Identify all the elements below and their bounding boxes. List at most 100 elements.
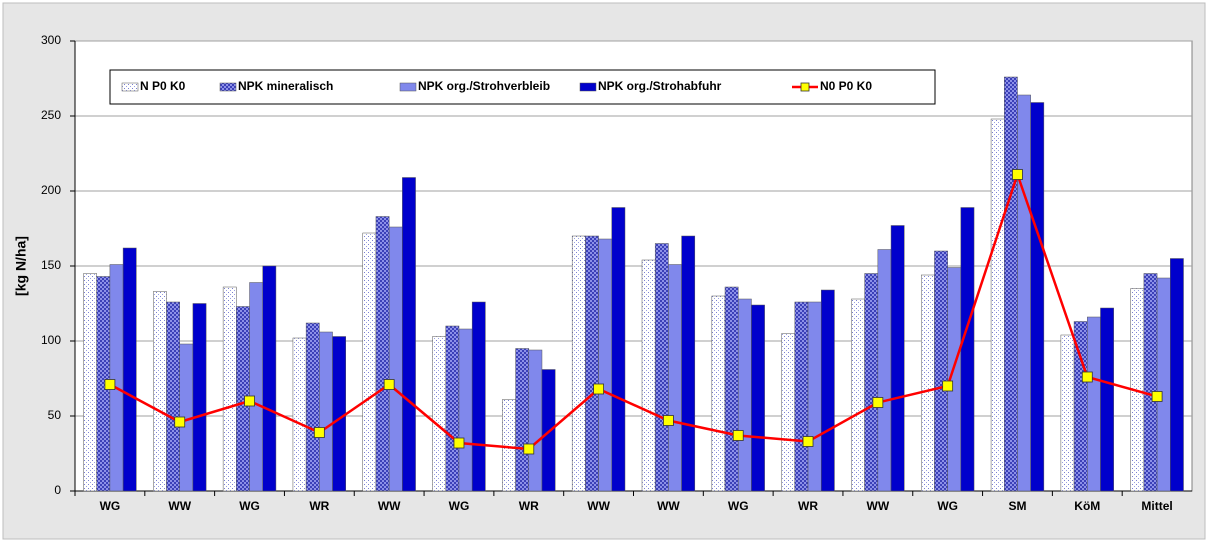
bar <box>820 289 835 492</box>
legend-label: N0 P0 K0 <box>820 79 872 93</box>
x-tick-label: WG <box>728 499 749 513</box>
x-tick-label: WR <box>309 499 329 513</box>
marker <box>313 427 325 438</box>
bar <box>222 286 237 492</box>
bar <box>83 273 97 492</box>
y-tick-label: 200 <box>41 183 61 197</box>
marker <box>872 397 884 408</box>
bar <box>528 349 543 492</box>
bar <box>362 232 377 492</box>
marker <box>453 437 465 449</box>
bar <box>807 301 822 492</box>
x-tick-label: WG <box>239 499 260 513</box>
y-tick-label: 250 <box>41 108 61 122</box>
bar <box>458 328 473 492</box>
bar <box>598 238 613 492</box>
bar <box>737 298 752 492</box>
legend-label: N P0 K0 <box>140 79 186 93</box>
bar <box>611 207 626 492</box>
legend-swatch <box>219 82 237 92</box>
bar <box>305 322 320 492</box>
line <box>109 170 1158 451</box>
bar <box>1143 273 1158 492</box>
bar <box>711 295 726 492</box>
bar <box>1030 102 1045 492</box>
marker <box>1151 391 1163 402</box>
x-tick-label: WR <box>519 499 539 513</box>
bar <box>292 337 307 492</box>
legend-marker <box>800 82 810 92</box>
bar <box>166 301 180 492</box>
bar <box>1004 76 1018 492</box>
legend-swatch <box>579 82 597 92</box>
bar <box>921 274 935 492</box>
bar <box>585 235 599 492</box>
bar <box>1060 334 1075 492</box>
legend-label: NPK org./Strohabfuhr <box>598 79 722 93</box>
bar <box>851 298 865 492</box>
y-tick-label: 0 <box>54 483 61 497</box>
bar <box>432 336 447 492</box>
x-tick-label: WW <box>657 499 680 513</box>
marker <box>523 443 535 455</box>
x-tick-label: SM <box>1008 499 1026 513</box>
bar <box>864 273 879 492</box>
y-tick-label: 300 <box>41 33 61 47</box>
bar <box>1170 258 1184 492</box>
bar <box>445 325 460 492</box>
x-tick-label: WW <box>587 499 610 513</box>
bar <box>515 348 530 492</box>
marker <box>942 380 954 392</box>
bar <box>1100 307 1114 492</box>
bar <box>794 301 809 492</box>
y-tick-label: 150 <box>41 258 61 272</box>
x-tick-label: WG <box>937 499 958 513</box>
bar <box>388 226 403 492</box>
x-tick-label: Mittel <box>1141 499 1172 513</box>
legend-label: NPK mineralisch <box>238 79 333 93</box>
marker <box>732 430 744 441</box>
bar <box>402 177 416 492</box>
bar <box>877 249 892 492</box>
x-tick-label: WW <box>168 499 191 513</box>
y-tick-label: 100 <box>41 333 61 347</box>
bar <box>153 291 167 492</box>
bar <box>681 235 696 492</box>
marker <box>593 383 604 395</box>
marker <box>383 379 395 390</box>
bar <box>724 286 739 492</box>
y-tick-label: 50 <box>48 408 62 422</box>
bar <box>990 118 1005 492</box>
x-tick-label: WW <box>378 499 401 513</box>
x-tick-label: WW <box>867 499 890 513</box>
marker <box>802 436 814 447</box>
bar <box>654 243 669 492</box>
bar <box>751 304 765 492</box>
bar <box>641 259 656 492</box>
bar <box>890 225 905 492</box>
bar <box>192 303 207 492</box>
bar <box>249 282 263 492</box>
legend-swatch <box>121 82 139 92</box>
x-tick-label: KöM <box>1074 499 1100 513</box>
bar <box>1087 316 1101 492</box>
bar <box>375 216 390 492</box>
bar <box>262 265 277 492</box>
marker <box>1012 169 1023 180</box>
bar <box>934 250 948 492</box>
marker <box>244 395 255 407</box>
marker <box>663 415 674 426</box>
marker <box>174 416 186 428</box>
bar <box>109 264 124 492</box>
legend-label: NPK org./Strohverbleib <box>418 79 550 93</box>
x-tick-label: WG <box>100 499 121 513</box>
bar <box>1156 277 1171 492</box>
bar <box>122 247 137 492</box>
bar <box>319 331 333 492</box>
bar <box>1017 94 1031 492</box>
bar <box>781 333 796 492</box>
marker <box>104 379 116 390</box>
bar <box>668 264 682 492</box>
bar <box>571 235 586 492</box>
